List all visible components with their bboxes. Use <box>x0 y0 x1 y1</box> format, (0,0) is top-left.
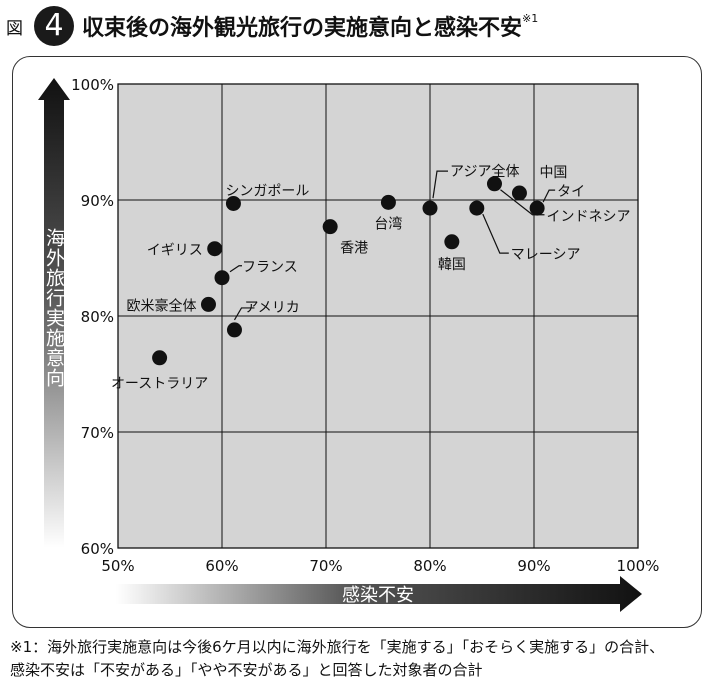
figure-label: 図 <box>6 19 23 39</box>
point-label: マレーシア <box>511 247 581 263</box>
chart-title: 収束後の海外観光旅行の実施意向と感染不安※1 <box>82 10 538 42</box>
point-leader-line <box>229 265 242 273</box>
point-label: タイ <box>557 184 585 200</box>
figure-number-badge: 4 <box>34 6 74 46</box>
point-label: シンガポール <box>225 183 309 199</box>
scatter-point <box>380 194 396 210</box>
point-label: フランス <box>242 260 298 276</box>
point-label: 韓国 <box>438 257 466 273</box>
y-axis-label: 海外旅行実施意向 <box>43 228 65 388</box>
y-tick-label: 100% <box>71 76 114 94</box>
x-tick-label: 60% <box>205 557 238 575</box>
point-label: アメリカ <box>244 300 299 316</box>
y-axis-arrow <box>38 78 70 548</box>
scatter-point <box>214 270 230 286</box>
scatter-point <box>322 219 338 235</box>
point-label: 中国 <box>539 165 567 181</box>
point-label: 香港 <box>340 241 368 257</box>
x-axis-arrow <box>116 576 642 612</box>
y-tick-labels: 60% 70% 80% 90% 100% <box>71 76 114 558</box>
point-label: インドネシア <box>546 209 630 225</box>
point-leader-line <box>542 189 556 203</box>
grid-lines <box>118 84 638 548</box>
scatter-point <box>511 185 527 201</box>
footnote: ※1：海外旅行実施意向は今後6ケ月以内に海外旅行を「実施する」「おそらく実施する… <box>10 636 710 682</box>
footnote-line-1: ※1：海外旅行実施意向は今後6ケ月以内に海外旅行を「実施する」「おそらく実施する… <box>10 638 665 656</box>
scatter-point <box>207 241 223 257</box>
scatter-point <box>486 176 502 192</box>
x-tick-label: 50% <box>101 557 134 575</box>
point-label: オーストラリア <box>111 376 208 392</box>
point-leader-line <box>482 213 509 254</box>
x-tick-labels: 50% 60% 70% 80% 90% 100% <box>101 557 659 575</box>
y-tick-label: 80% <box>81 308 114 326</box>
scatter-point <box>422 200 438 216</box>
chart-title-text: 収束後の海外観光旅行の実施意向と感染不安 <box>82 16 523 41</box>
y-tick-label: 90% <box>81 192 114 210</box>
x-tick-label: 90% <box>517 557 550 575</box>
point-leader-line <box>233 307 255 321</box>
scatter-point <box>152 350 168 366</box>
scatter-point <box>226 322 242 338</box>
x-tick-label: 70% <box>309 557 342 575</box>
point-label: イギリス <box>147 243 203 259</box>
point-leader-line <box>432 170 448 199</box>
scatter-point <box>444 234 460 250</box>
scatter-point <box>529 200 545 216</box>
point-label: 欧米豪全体 <box>126 297 196 314</box>
scatter-point <box>200 296 216 312</box>
y-tick-label: 70% <box>81 424 114 442</box>
point-label: アジア全体 <box>450 163 519 180</box>
scatter-point <box>469 200 485 216</box>
x-axis-label: 感染不安 <box>342 585 414 606</box>
x-tick-label: 100% <box>617 557 660 575</box>
y-tick-label: 60% <box>81 540 114 558</box>
scatter-point <box>225 195 241 211</box>
footnote-line-2: 感染不安は「不安がある」「やや不安がある」と回答した対象者の合計 <box>10 661 483 679</box>
title-note-mark: ※1 <box>522 12 539 25</box>
point-label: 台湾 <box>374 215 402 232</box>
chart-panel <box>12 56 702 628</box>
x-tick-label: 80% <box>413 557 446 575</box>
